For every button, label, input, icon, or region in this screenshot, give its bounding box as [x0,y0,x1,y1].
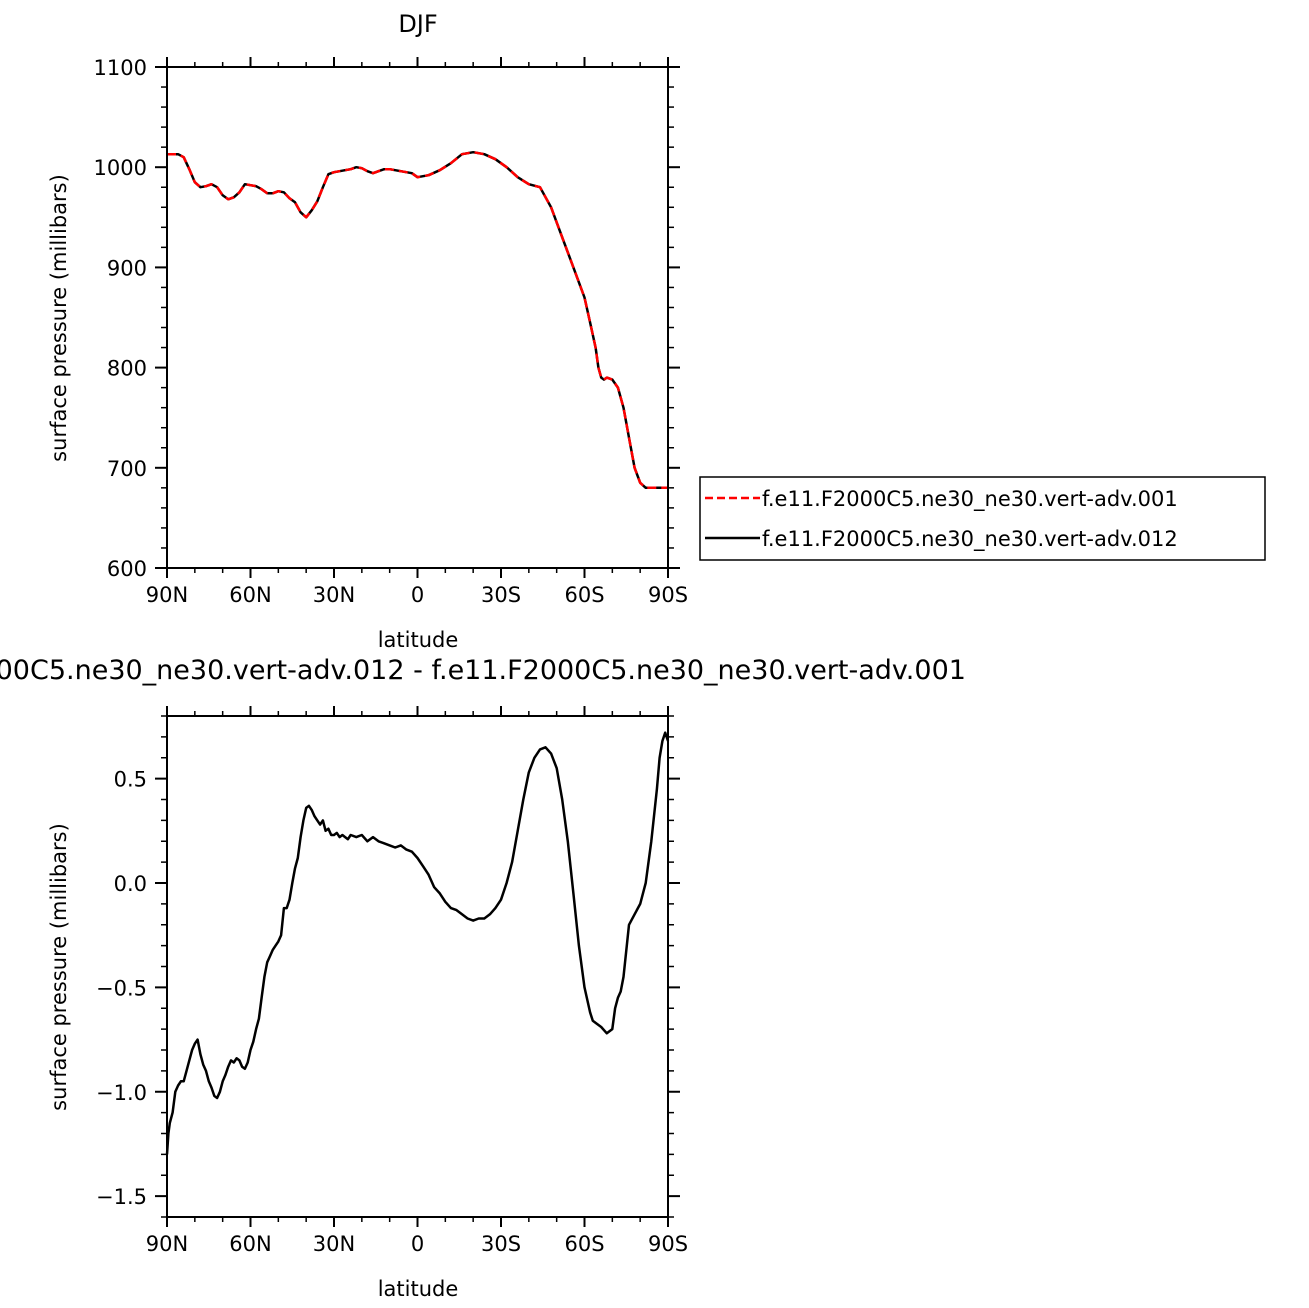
legend-box [699,476,1266,561]
top-plot-frame [166,66,669,569]
y-tick-label: 700 [107,457,147,481]
x-tick-label: 60N [229,583,271,607]
x-tick-label: 30N [313,1232,355,1256]
x-tick-label: 0 [411,1232,424,1256]
series-line-0-0 [167,150,668,490]
y-tick-label: 1000 [94,156,147,180]
bottom-x-axis-label: latitude [378,1277,459,1301]
y-tick-label: 800 [107,357,147,381]
y-tick-label: 0.0 [114,872,147,896]
top-plot: DJF 90N 60N 30N 0 30S 60S 90S 600 700 800 900 1000 1… [47,10,688,652]
legend-label-001: f.e11.F2000C5.ne30_ne30.vert-adv.001 [762,487,1178,512]
series-line-0-1 [167,150,668,490]
x-tick-label: 90N [146,583,188,607]
y-tick-label: −1.5 [96,1185,147,1209]
legend-label-012: f.e11.F2000C5.ne30_ne30.vert-adv.012 [762,527,1178,552]
y-tick-label: 900 [107,256,147,280]
bottom-chart-title: f.e11.F2000C5.ne30_ne30.vert-adv.012 - f… [0,655,966,686]
x-tick-label: 30N [313,583,355,607]
bottom-y-axis-label: surface pressure (millibars) [47,823,71,1111]
y-tick-label: 600 [107,557,147,581]
bottom-plot-frame [166,715,669,1218]
bottom-axes: 90N 60N 30N 0 30S 60S 90S −1.5 −1.0 −0.5 0.0 0.5 [96,706,688,1256]
top-x-axis-label: latitude [378,628,459,652]
x-tick-label: 90S [648,583,688,607]
x-tick-label: 60N [229,1232,271,1256]
x-tick-label: 0 [411,583,424,607]
x-tick-label: 30S [481,1232,521,1256]
bottom-plot: f.e11.F2000C5.ne30_ne30.vert-adv.012 - f… [0,655,966,1301]
x-tick-label: 60S [564,583,604,607]
x-tick-label: 60S [564,1232,604,1256]
y-tick-label: 0.5 [114,768,147,792]
x-tick-label: 90N [146,1232,188,1256]
series-line-1-0 [165,731,670,1155]
legend: f.e11.F2000C5.ne30_ne30.vert-adv.001 f.e… [699,476,1266,561]
top-y-axis-label: surface pressure (millibars) [47,174,71,462]
x-tick-label: 30S [481,583,521,607]
y-tick-label: −1.0 [96,1081,147,1105]
bottom-series-layer [165,731,670,1155]
top-chart-title: DJF [398,10,437,38]
top-axes: 90N 60N 30N 0 30S 60S 90S 600 700 800 900 1000 1100 [94,56,688,607]
y-tick-label: 1100 [94,56,147,80]
top-series-layer [167,150,668,490]
x-tick-label: 90S [648,1232,688,1256]
y-tick-label: −0.5 [96,976,147,1000]
